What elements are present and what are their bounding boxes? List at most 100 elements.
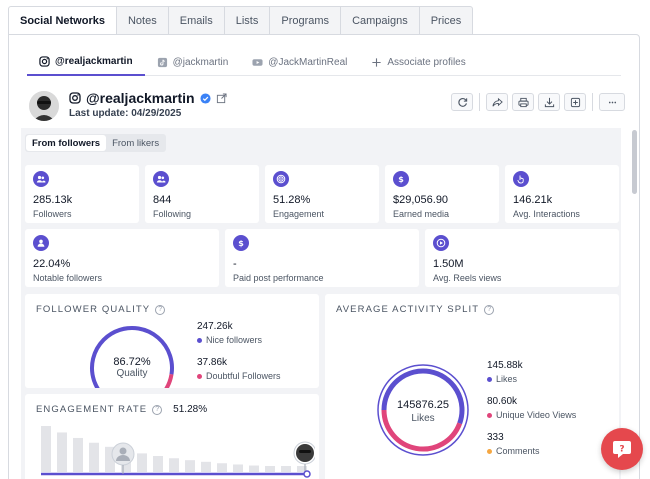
stat-label: Avg. Interactions xyxy=(513,209,580,219)
distribution-bar xyxy=(201,461,211,472)
likes-legend: Likes xyxy=(487,374,517,384)
more-button[interactable] xyxy=(599,93,625,111)
stat-card-notable-followers: 22.04% Notable followers xyxy=(25,229,219,287)
stat-label: Avg. Reels views xyxy=(433,273,502,283)
top-tabs: Social Networks Notes Emails Lists Progr… xyxy=(8,6,474,35)
unique-video-views-legend: Unique Video Views xyxy=(487,410,576,420)
associate-profiles-label: Associate profiles xyxy=(387,56,466,68)
hand-pointer-icon xyxy=(513,171,529,187)
stat-card-avg-interactions: 146.21k Avg. Interactions xyxy=(505,165,619,223)
doubtful-followers-legend: Doubtful Followers xyxy=(197,371,281,381)
source-tab-followers[interactable]: From followers xyxy=(26,135,107,151)
profile-tab-tiktok[interactable]: @jackmartin xyxy=(145,49,241,76)
tab-campaigns[interactable]: Campaigns xyxy=(341,6,420,35)
likes-value: 145.88k xyxy=(487,360,523,371)
stat-card-followers: 285.13k Followers xyxy=(25,165,139,223)
associate-profiles-button[interactable]: Associate profiles xyxy=(359,49,477,76)
gauge-nice-segment xyxy=(90,326,174,388)
follower-quality-center-label: Quality xyxy=(116,368,148,379)
activity-split-card: AVERAGE ACTIVITY SPLIT ? 145876.25 Likes… xyxy=(325,294,619,479)
refresh-button[interactable] xyxy=(451,93,473,111)
help-icon[interactable]: ? xyxy=(484,304,495,315)
help-icon[interactable]: ? xyxy=(155,304,166,315)
doubtful-followers-value: 37.86k xyxy=(197,357,228,368)
profile-handle: @realjackmartin xyxy=(86,90,195,106)
stat-card-engagement: 51.28% Engagement xyxy=(265,165,379,223)
distribution-bar xyxy=(265,466,275,472)
stat-card-earned-media: $ $29,056.90 Earned media xyxy=(385,165,499,223)
follower-quality-value: 86.72% xyxy=(113,356,151,368)
legend-dot xyxy=(487,412,492,418)
tab-lists[interactable]: Lists xyxy=(224,6,271,35)
distribution-bar xyxy=(297,466,307,472)
vertical-scrollbar[interactable] xyxy=(632,130,637,194)
profile-handle-row: @realjackmartin xyxy=(69,90,227,106)
section-title-text: AVERAGE ACTIVITY SPLIT xyxy=(336,304,480,315)
actions-divider xyxy=(592,93,593,111)
add-to-list-icon xyxy=(570,97,580,107)
stat-label: Paid post performance xyxy=(233,273,324,283)
axis-end-marker xyxy=(303,470,311,478)
social-networks-panel: @realjackmartin @jackmartin @JackMartinR… xyxy=(8,34,640,479)
download-button[interactable] xyxy=(538,93,560,111)
add-to-list-button[interactable] xyxy=(564,93,586,111)
source-tab-likers[interactable]: From likers xyxy=(112,137,160,149)
tab-programs[interactable]: Programs xyxy=(270,6,342,35)
stat-value: 51.28% xyxy=(273,194,311,206)
distribution-bar xyxy=(217,463,227,472)
stat-value: 285.13k xyxy=(33,194,73,206)
legend-label: Comments xyxy=(496,446,540,456)
stat-value: 22.04% xyxy=(33,258,71,270)
comments-value: 333 xyxy=(487,432,504,443)
stat-label: Notable followers xyxy=(33,273,103,283)
stat-label: Earned media xyxy=(393,209,450,219)
stat-card-following: 844 Following xyxy=(145,165,259,223)
profile-actions xyxy=(447,93,625,111)
stat-label: Following xyxy=(153,209,192,219)
external-link-icon[interactable] xyxy=(216,92,227,104)
dollar-icon: $ xyxy=(233,235,249,251)
legend-dot xyxy=(487,448,492,454)
distribution-bar xyxy=(153,455,163,472)
share-button[interactable] xyxy=(486,93,508,111)
instagram-icon xyxy=(39,55,50,67)
print-button[interactable] xyxy=(512,93,534,111)
unique-video-views-value: 80.60k xyxy=(487,396,518,407)
help-icon[interactable]: ? xyxy=(152,404,163,415)
engagement-rate-value: 51.28% xyxy=(173,404,208,415)
verified-badge-icon xyxy=(200,92,211,104)
section-title-text: ENGAGEMENT RATE xyxy=(36,404,148,415)
tab-emails[interactable]: Emails xyxy=(168,6,225,35)
distribution-bar xyxy=(185,460,195,472)
followers-icon xyxy=(33,171,49,187)
gauge-doubtful-segment xyxy=(164,373,174,388)
notable-followers-icon xyxy=(33,235,49,251)
stat-value: - xyxy=(233,258,237,270)
stat-label: Engagement xyxy=(273,209,325,219)
distribution-bar xyxy=(105,446,115,472)
follower-quality-title: FOLLOWER QUALITY ? xyxy=(36,304,166,315)
distribution-bar xyxy=(249,465,259,472)
distribution-bar xyxy=(169,458,179,472)
play-icon xyxy=(433,235,449,251)
follower-quality-card: FOLLOWER QUALITY ? 86.72% Quality 247.26… xyxy=(25,294,319,388)
actions-divider xyxy=(479,93,480,111)
svg-text:$: $ xyxy=(398,175,404,184)
stat-label: Followers xyxy=(33,209,72,219)
tab-notes[interactable]: Notes xyxy=(116,6,169,35)
svg-text:$: $ xyxy=(238,239,244,248)
youtube-icon xyxy=(252,58,263,66)
profile-tabs: @realjackmartin @jackmartin @JackMartinR… xyxy=(27,49,621,76)
support-chat-button[interactable]: ? xyxy=(601,428,643,470)
tab-prices[interactable]: Prices xyxy=(419,6,474,35)
donut-segment xyxy=(381,409,462,452)
tab-social-networks[interactable]: Social Networks xyxy=(8,6,117,35)
activity-split-title: AVERAGE ACTIVITY SPLIT ? xyxy=(336,304,495,315)
profile-tab-instagram[interactable]: @realjackmartin xyxy=(27,49,145,76)
stat-value: 844 xyxy=(153,194,172,206)
engagement-rate-card: ENGAGEMENT RATE ? 51.28% xyxy=(25,394,319,479)
analytics-content: From followers From likers 285.13k Follo… xyxy=(21,128,621,479)
distribution-bar xyxy=(281,466,291,472)
legend-label: Likes xyxy=(496,374,518,384)
profile-tab-youtube[interactable]: @JackMartinReal xyxy=(240,49,359,76)
